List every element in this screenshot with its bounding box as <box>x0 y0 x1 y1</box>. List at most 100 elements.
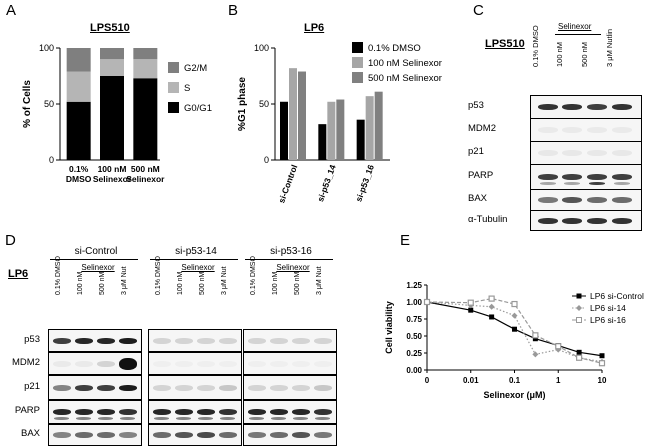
blot-band <box>153 337 171 344</box>
blot-row <box>48 424 142 446</box>
blot-band <box>119 357 137 370</box>
blot-band <box>564 182 580 185</box>
data-point <box>423 298 431 306</box>
blot-band <box>248 432 266 438</box>
blot-band <box>538 197 558 203</box>
blot-band <box>612 104 632 110</box>
y-tick-label: 0.50 <box>406 332 422 341</box>
blot-band <box>538 174 558 180</box>
blot-band <box>97 360 115 367</box>
legend-marker <box>576 317 582 323</box>
blot-band <box>98 417 113 420</box>
data-point <box>467 299 474 306</box>
bar-segment <box>66 71 91 102</box>
blot-row <box>148 352 242 375</box>
x-tick-label: Selinexor <box>126 174 165 184</box>
y-tick-label: 0.25 <box>406 349 422 358</box>
bar <box>289 68 297 160</box>
blot-band <box>197 409 215 415</box>
blot-band <box>612 150 632 156</box>
row-label-4: BAX <box>20 428 40 439</box>
blot-band <box>119 384 137 391</box>
blot-band <box>270 337 288 344</box>
blot-row <box>148 375 242 400</box>
blot-band <box>175 384 193 391</box>
blot-band <box>540 182 556 185</box>
blot-band <box>612 197 632 203</box>
blot-band <box>75 337 93 344</box>
panel-a-chart: 0 50 100 % of Cells 0.1%DMSO 100 nMSelinexor5… <box>22 43 212 184</box>
blot-band <box>562 150 582 156</box>
blot-band <box>587 104 607 110</box>
legend-swatch <box>352 72 363 83</box>
lane-label: 100 nM <box>272 271 279 295</box>
selinexor-label: Selinexor <box>181 263 215 272</box>
legend-swatch <box>168 62 179 73</box>
group-bracket-line <box>150 259 238 260</box>
blot-band <box>248 409 266 415</box>
legend-swatch <box>352 57 363 68</box>
data-point <box>555 343 562 350</box>
lane-label: 0.1% DMSO <box>531 25 540 67</box>
legend-label: 500 nM Selinexor <box>368 73 442 84</box>
blot-band <box>292 337 310 344</box>
panel-e-chart: 0.00 0.25 0.50 0.75 1.00 1.25 0 0.01 0.1 1 10 Selin… <box>384 281 644 400</box>
legend-label: G2/M <box>184 63 207 74</box>
blot-band <box>53 384 71 391</box>
blot-band <box>587 217 607 224</box>
x-tick-label: si-p53_14 <box>315 163 338 203</box>
blot-band <box>97 409 115 415</box>
fit-line <box>426 301 603 363</box>
y-tick-label: 0 <box>49 155 54 165</box>
group-label: si-p53-14 <box>175 246 217 257</box>
blot-band <box>538 127 558 133</box>
blot-band <box>120 417 135 420</box>
legend-swatch <box>168 102 179 113</box>
blot-band <box>75 432 93 438</box>
blot-band <box>97 337 115 344</box>
blot-row <box>243 375 337 400</box>
blot-band <box>562 197 582 203</box>
blot-row <box>48 375 142 400</box>
lane-label: 3 μM Nut <box>221 266 228 295</box>
legend-marker <box>576 305 582 311</box>
blot-row <box>48 352 142 375</box>
blot-band <box>538 104 558 110</box>
blot-band <box>97 432 115 438</box>
blot-row <box>48 329 142 352</box>
panel-c-selinexor-label: Selinexor <box>558 22 592 31</box>
bar-segment <box>100 59 124 76</box>
bar <box>374 91 383 160</box>
blot-band <box>589 182 605 185</box>
data-point <box>512 326 517 332</box>
x-tick-label: 100 nM <box>98 164 127 174</box>
panel-label-e: E <box>400 232 411 249</box>
blot-band <box>219 409 237 415</box>
selinexor-bracket-line <box>555 34 601 35</box>
blot-band <box>197 361 215 367</box>
group-bracket-line <box>50 259 138 260</box>
data-point <box>488 303 495 310</box>
blot-band <box>612 127 632 133</box>
bar-segment <box>133 78 158 160</box>
blot-band <box>612 217 632 224</box>
lane-label: 500 nM <box>99 271 106 295</box>
row-label-3: PARP <box>14 405 40 416</box>
x-tick-label: si-p53_16 <box>353 163 376 203</box>
blot-band <box>176 417 191 420</box>
y-tick-label: 100 <box>39 43 54 53</box>
x-tick-label: 10 <box>598 376 607 385</box>
blot-band <box>292 432 310 438</box>
blot-band <box>219 432 237 438</box>
blot-band <box>562 127 582 133</box>
selinexor-label: Selinexor <box>81 263 115 272</box>
blot-row <box>530 95 642 119</box>
bar <box>336 99 345 160</box>
blot-band <box>54 417 69 420</box>
lane-label: 0.1% DMSO <box>250 256 257 295</box>
blot-band <box>175 337 193 344</box>
data-point <box>576 349 582 355</box>
blot-row <box>530 118 642 142</box>
data-point <box>511 312 518 319</box>
panel-c-cell-line: LPS510 <box>485 38 525 50</box>
